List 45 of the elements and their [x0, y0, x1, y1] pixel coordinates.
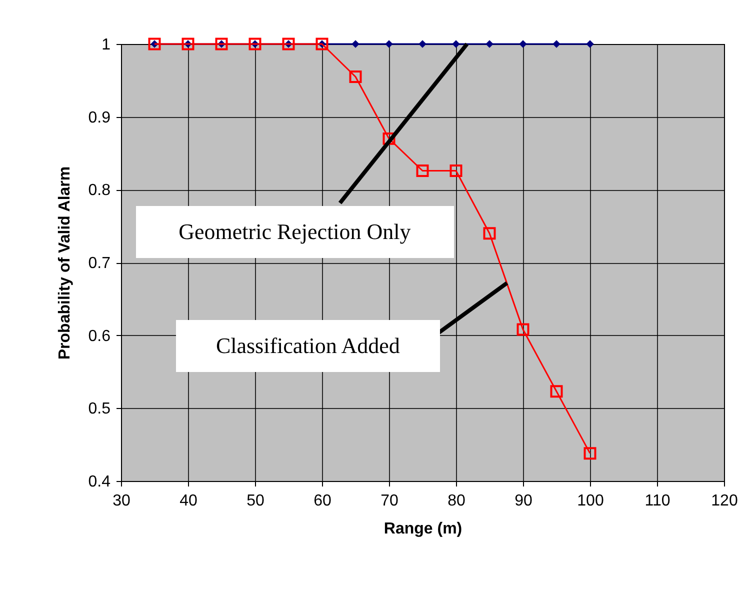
- y-tick-label: 0.4: [88, 474, 111, 490]
- x-tick-label: 30: [112, 492, 130, 510]
- point: [248, 38, 262, 50]
- point: [352, 40, 360, 48]
- point: [584, 447, 596, 460]
- y-tick-label: 1: [102, 36, 111, 54]
- x-tick-label: 120: [711, 492, 738, 510]
- point: [486, 40, 494, 48]
- y-tick-label: 0.5: [88, 400, 111, 418]
- annotation: Classification Added: [176, 320, 440, 372]
- x-tick-label: 100: [577, 492, 604, 510]
- x-axis-title: Range (m): [384, 520, 462, 538]
- point: [552, 40, 560, 48]
- point: [215, 38, 228, 50]
- y-tick-label: 0.7: [88, 255, 111, 272]
- point: [148, 38, 161, 50]
- x-tick-label: 70: [380, 492, 398, 510]
- point: [483, 227, 496, 240]
- y-tick-label: 0.6: [88, 328, 111, 345]
- x-tick-label: 50: [246, 492, 264, 510]
- point: [385, 40, 393, 48]
- point: [382, 132, 396, 145]
- y-tick-label: 0.9: [88, 109, 111, 126]
- point: [516, 323, 530, 336]
- point: [349, 70, 362, 84]
- x-tick-label: 80: [448, 492, 466, 510]
- point: [416, 164, 429, 177]
- point: [450, 164, 462, 177]
- x-tick-label: 90: [514, 492, 532, 510]
- x-tick-label: 40: [180, 492, 198, 510]
- y-tick-label: 0.8: [88, 182, 111, 200]
- point: [452, 40, 460, 48]
- callout: Classification Added: [172, 280, 510, 375]
- point: [586, 40, 594, 48]
- point: [418, 40, 426, 48]
- annotation: Geometric Rejection Only: [136, 206, 454, 258]
- x-tick-label: 60: [314, 492, 332, 510]
- point: [519, 40, 527, 48]
- point: [316, 38, 328, 50]
- x-tick-label: 110: [644, 492, 670, 510]
- point: [182, 38, 194, 50]
- point: [550, 385, 563, 398]
- y-axis-title: Probability of Valid Alarm: [56, 166, 74, 360]
- point: [282, 38, 295, 50]
- callout: Geometric Rejection Only: [132, 41, 470, 261]
